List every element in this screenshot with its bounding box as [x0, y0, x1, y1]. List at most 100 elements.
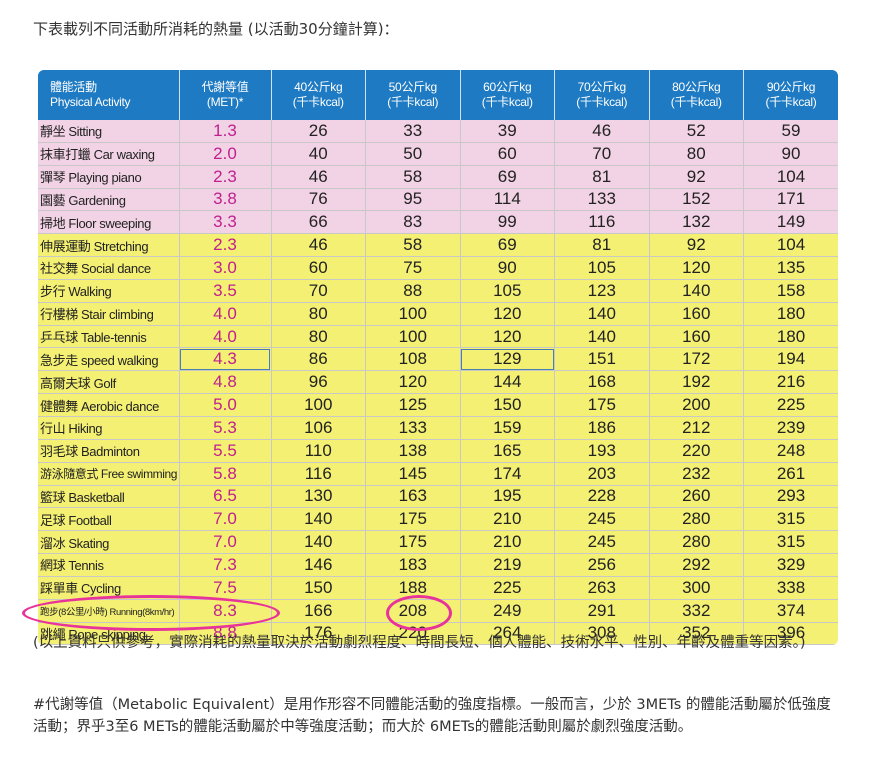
kcal-cell: 152: [649, 188, 744, 212]
met-cell: 3.8: [179, 188, 272, 212]
activity-cell: 足球 Football: [38, 507, 180, 532]
kcal-cell: 96: [271, 370, 366, 395]
kcal-cell: 149: [743, 210, 838, 235]
kcal-cell: 133: [365, 416, 461, 440]
kcal-cell: 200: [649, 393, 744, 417]
met-cell: 5.5: [179, 439, 272, 463]
header-weight-unit: (千卡kcal): [670, 95, 722, 109]
table-row: 踩單車 Cycling 7.5 150 188 225 263 300 338: [38, 576, 838, 600]
kcal-cell: 92: [649, 165, 744, 189]
kcal-cell: 212: [649, 416, 744, 440]
kcal-cell: 140: [554, 325, 650, 349]
kcal-cell: 81: [554, 165, 650, 189]
met-cell: 4.3: [179, 347, 272, 372]
kcal-cell: 69: [460, 233, 555, 258]
kcal-cell: 280: [649, 530, 744, 555]
activity-cell: 健體舞 Aerobic dance: [38, 393, 180, 417]
kcal-cell: 133: [554, 188, 650, 212]
kcal-cell: 175: [554, 393, 650, 417]
activity-cell: 籃球 Basketball: [38, 485, 180, 509]
kcal-cell: 58: [365, 233, 461, 258]
header-met: 代謝等值 (MET)*: [179, 70, 272, 120]
kcal-cell: 261: [743, 462, 838, 486]
kcal-cell: 129: [460, 347, 555, 372]
kcal-cell: 26: [271, 120, 366, 143]
table-row: 健體舞 Aerobic dance 5.0 100 125 150 175 200 225: [38, 393, 838, 417]
table-row: 行山 Hiking 5.3 106 133 159 186 212 239: [38, 416, 838, 440]
kcal-cell: 175: [365, 530, 461, 555]
table-body: 靜坐 Sitting 1.3 26 33 39 46 52 59 抹車打蠟 Car waxing…: [38, 120, 838, 646]
header-weight-unit: (千卡kcal): [576, 95, 628, 109]
kcal-cell: 186: [554, 416, 650, 440]
kcal-cell: 80: [271, 325, 366, 349]
table-row: 園藝 Gardening 3.8 76 95 114 133 152 171: [38, 188, 838, 212]
kcal-cell: 58: [365, 165, 461, 189]
kcal-cell: 105: [554, 256, 650, 280]
table-row: 急步走 speed walking 4.3 86 108 129 151 172 194: [38, 347, 838, 372]
table-row: 網球 Tennis 7.3 146 183 219 256 292 329: [38, 553, 838, 577]
header-met-zh: 代謝等值: [201, 80, 249, 94]
table-row: 步行 Walking 3.5 70 88 105 123 140 158: [38, 279, 838, 303]
kcal-cell: 249: [460, 599, 555, 623]
met-cell: 7.0: [179, 507, 272, 532]
kcal-cell: 163: [365, 485, 461, 509]
kcal-cell: 203: [554, 462, 650, 486]
met-cell: 1.3: [179, 120, 272, 143]
met-cell: 7.3: [179, 553, 272, 577]
table-row: 高爾夫球 Golf 4.8 96 120 144 168 192 216: [38, 370, 838, 395]
kcal-cell: 175: [365, 507, 461, 532]
kcal-cell: 90: [743, 142, 838, 166]
header-weight-unit: (千卡kcal): [765, 95, 817, 109]
kcal-cell: 33: [365, 120, 461, 143]
activity-cell: 行樓梯 Stair climbing: [38, 302, 180, 326]
kcal-cell: 374: [743, 599, 838, 623]
kcal-cell: 116: [271, 462, 366, 486]
activity-cell: 游泳隨意式 Free swimming: [38, 462, 180, 486]
kcal-cell: 225: [460, 576, 555, 600]
kcal-cell: 46: [554, 120, 650, 143]
kcal-cell: 95: [365, 188, 461, 212]
met-cell: 2.3: [179, 233, 272, 258]
header-weight-40: 40公斤kg (千卡kcal): [271, 70, 366, 120]
kcal-cell: 90: [460, 256, 555, 280]
kcal-cell: 146: [271, 553, 366, 577]
kcal-cell: 158: [743, 279, 838, 303]
header-weight-label: 80公斤kg: [672, 80, 721, 94]
header-weight-unit: (千卡kcal): [387, 95, 439, 109]
met-cell: 2.0: [179, 142, 272, 166]
met-cell: 5.3: [179, 416, 272, 440]
kcal-cell: 260: [649, 485, 744, 509]
activity-cell: 行山 Hiking: [38, 416, 180, 440]
kcal-cell: 116: [554, 210, 650, 235]
kcal-cell: 150: [271, 576, 366, 600]
kcal-cell: 83: [365, 210, 461, 235]
kcal-cell: 210: [460, 507, 555, 532]
header-weight-70: 70公斤kg (千卡kcal): [554, 70, 650, 120]
header-weight-90: 90公斤kg (千卡kcal): [743, 70, 838, 120]
kcal-cell: 300: [649, 576, 744, 600]
kcal-cell: 120: [365, 370, 461, 395]
table-row: 籃球 Basketball 6.5 130 163 195 228 260 293: [38, 485, 838, 509]
kcal-cell: 168: [554, 370, 650, 395]
kcal-cell: 140: [554, 302, 650, 326]
activity-cell: 乒乓球 Table-tennis: [38, 325, 180, 349]
kcal-cell: 125: [365, 393, 461, 417]
calorie-table: 體能活動 Physical Activity 代謝等值 (MET)* 40公斤k…: [38, 70, 838, 646]
header-activity-zh: 體能活動: [50, 80, 97, 94]
header-weight-label: 50公斤kg: [388, 80, 438, 94]
kcal-cell: 165: [460, 439, 555, 463]
activity-cell: 溜冰 Skating: [38, 530, 180, 555]
kcal-cell: 120: [460, 302, 555, 326]
activity-cell: 社交舞 Social dance: [38, 256, 180, 280]
activity-cell: 抹車打蠟 Car waxing: [38, 142, 180, 166]
kcal-cell: 159: [460, 416, 555, 440]
kcal-cell: 174: [460, 462, 555, 486]
kcal-cell: 338: [743, 576, 838, 600]
header-weight-80: 80公斤kg (千卡kcal): [649, 70, 744, 120]
kcal-cell: 352: [649, 622, 744, 646]
kcal-cell: 40: [271, 142, 366, 166]
kcal-cell: 114: [460, 188, 555, 212]
kcal-cell: 183: [365, 553, 461, 577]
met-cell: 2.3: [179, 165, 272, 189]
kcal-cell: 100: [365, 302, 461, 326]
